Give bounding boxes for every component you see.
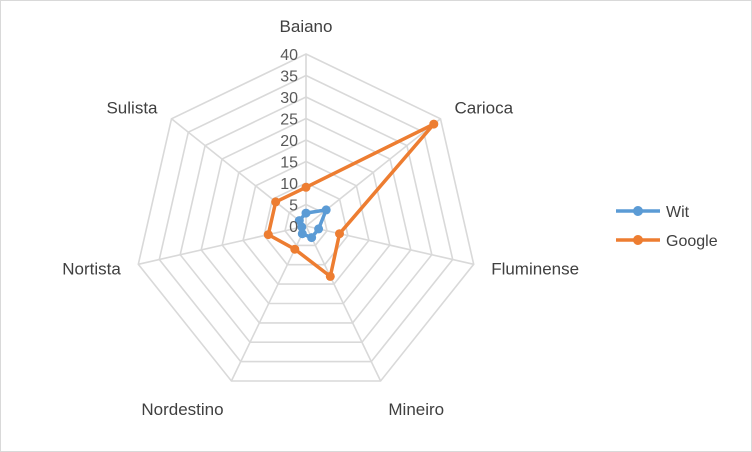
category-layer: Baiano Carioca Fluminense Mineiro Nordestino… [62, 17, 579, 419]
category-label-carioca: Carioca [455, 99, 514, 118]
data-point-wit-fluminense [314, 224, 324, 234]
series-line-google [266, 122, 436, 279]
grid-ring-35 [158, 74, 454, 363]
category-label-mineiro: Mineiro [388, 400, 444, 419]
grid-ring-15 [242, 160, 370, 285]
legend-label-google: Google [666, 233, 718, 250]
data-point-google-nordestino [290, 244, 300, 254]
tick-label-20: 20 [280, 133, 298, 150]
data-point-google-nortista [263, 230, 273, 240]
legend-entry-google: Google [616, 233, 718, 250]
category-label-fluminense: Fluminense [491, 259, 579, 278]
tick-label-0: 0 [289, 219, 298, 236]
series-wit [294, 205, 331, 243]
axis-spoke-mineiro [305, 225, 382, 382]
tick-label-30: 30 [280, 90, 298, 107]
tick-label-5: 5 [289, 198, 298, 215]
category-label-nordestino: Nordestino [141, 400, 223, 419]
data-point-google-sulista [271, 197, 281, 207]
data-point-wit-carioca [321, 205, 331, 215]
data-point-wit-baiano [301, 208, 311, 218]
legend-swatch-marker [633, 206, 643, 216]
grid-ring-20 [221, 139, 391, 305]
data-point-wit-mineiro [307, 233, 317, 243]
series-layer [263, 119, 439, 281]
grid-ring-10 [263, 182, 349, 266]
data-point-google-fluminense [335, 229, 344, 239]
tick-label-10: 10 [280, 176, 298, 193]
legend-swatch-marker [633, 235, 643, 245]
legend: Wit Google [616, 204, 718, 250]
data-point-google-carioca [429, 119, 439, 129]
tick-layer: 0 5 10 15 20 25 30 35 40 [280, 47, 298, 236]
data-point-google-mineiro [325, 271, 335, 281]
tick-label-40: 40 [280, 47, 298, 64]
data-point-google-baiano [301, 182, 311, 192]
grid-ring-25 [200, 117, 412, 324]
series-google [263, 119, 439, 281]
grid-ring-40 [137, 53, 475, 382]
axis-spoke-sulista [171, 118, 307, 227]
category-label-baiano: Baiano [280, 17, 333, 36]
category-label-nortista: Nortista [62, 259, 121, 278]
data-point-wit-sulista [294, 216, 304, 226]
tick-label-25: 25 [280, 112, 298, 129]
axis-spoke-fluminense [305, 225, 474, 266]
tick-label-15: 15 [280, 155, 298, 172]
tick-label-35: 35 [280, 69, 298, 86]
legend-label-wit: Wit [666, 204, 690, 221]
axis-spoke-nortista [138, 225, 307, 266]
category-label-sulista: Sulista [106, 99, 158, 118]
grid-ring-30 [179, 96, 433, 344]
grid-layer [137, 53, 475, 382]
legend-entry-wit: Wit [616, 204, 690, 221]
data-point-wit-nordestino [297, 229, 307, 239]
